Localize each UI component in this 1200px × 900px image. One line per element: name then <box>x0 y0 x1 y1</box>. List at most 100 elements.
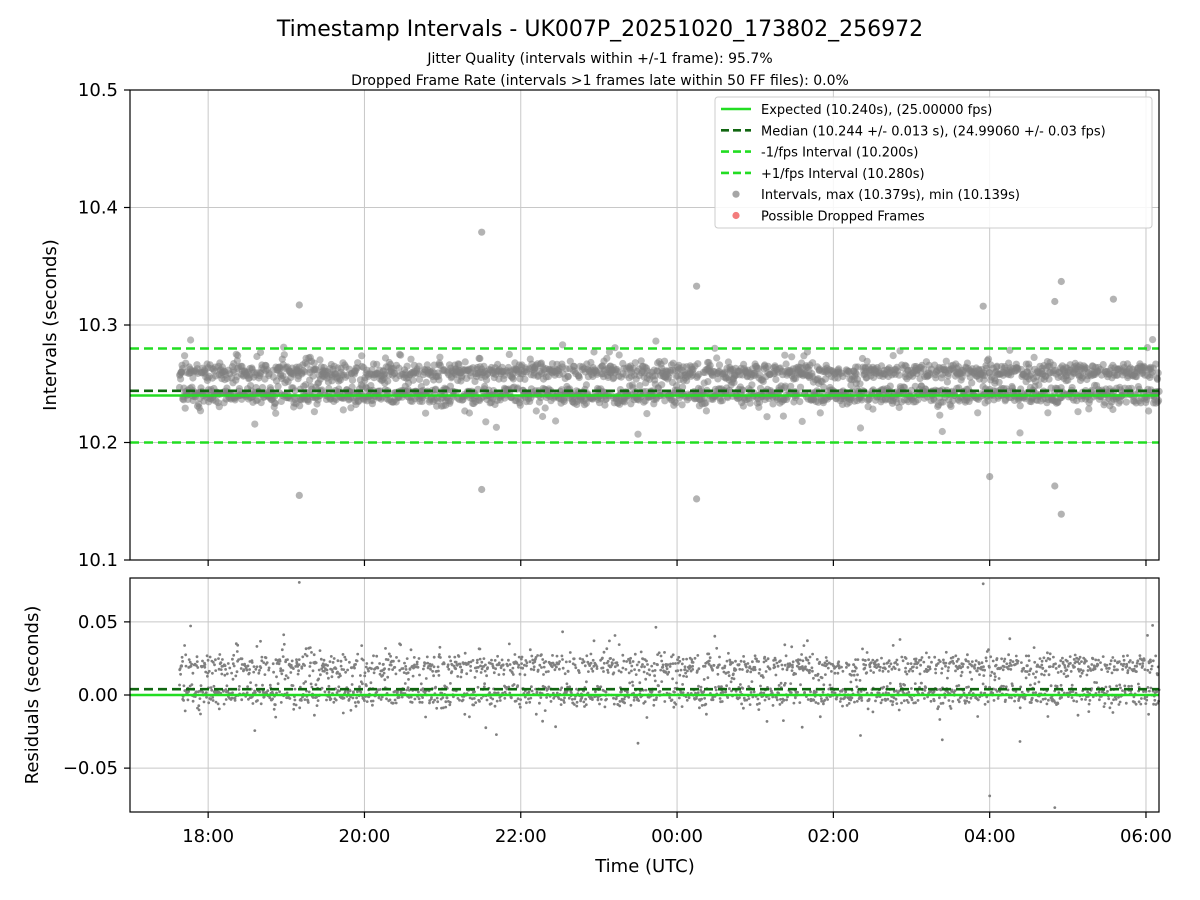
residual-point <box>415 660 419 664</box>
residual-point <box>826 698 829 701</box>
interval-point <box>715 361 724 369</box>
residual-point <box>521 666 525 670</box>
residual-point <box>934 667 937 671</box>
residual-point <box>727 674 731 678</box>
interval-point <box>678 401 686 409</box>
residual-point <box>218 653 222 656</box>
residual-point <box>983 702 987 706</box>
residual-point <box>1002 684 1005 688</box>
residual-point <box>790 645 794 649</box>
residual-point <box>765 720 769 723</box>
interval-point <box>938 427 946 436</box>
residual-point <box>993 672 996 676</box>
residual-point <box>791 665 794 669</box>
residual-point <box>845 704 849 707</box>
residual-point <box>212 684 216 688</box>
residual-point <box>484 726 488 730</box>
interval-point <box>516 401 524 409</box>
residual-point <box>980 665 983 669</box>
residual-point <box>563 696 566 700</box>
residual-point <box>696 691 700 695</box>
residual-point <box>191 671 195 675</box>
interval-point <box>274 382 282 390</box>
residual-point <box>584 697 587 701</box>
residual-point <box>933 655 937 659</box>
residual-point <box>478 647 482 651</box>
residual-point <box>677 696 681 700</box>
residual-point <box>468 715 471 719</box>
residual-point <box>956 667 960 671</box>
residual-point <box>989 674 992 677</box>
interval-point <box>706 362 714 370</box>
residual-point <box>207 701 211 705</box>
residual-point <box>1027 654 1031 658</box>
residual-point <box>363 674 367 678</box>
residual-point <box>1047 673 1051 677</box>
residual-point <box>966 666 970 669</box>
residual-point <box>547 670 550 673</box>
residual-point <box>208 655 212 659</box>
residual-point <box>413 663 416 667</box>
interval-point <box>796 398 804 406</box>
residual-point <box>1016 659 1020 663</box>
residual-point <box>518 702 521 706</box>
residual-point <box>431 669 434 673</box>
residual-point <box>660 659 664 663</box>
residual-point <box>507 658 510 662</box>
residual-point <box>690 658 694 662</box>
interval-point <box>532 407 540 415</box>
residual-point <box>818 715 822 719</box>
residual-point <box>315 695 318 699</box>
residual-point <box>232 653 236 657</box>
residual-point <box>300 665 304 669</box>
residual-point <box>332 700 336 704</box>
residual-point <box>967 685 970 689</box>
residual-point <box>318 649 322 652</box>
interval-point <box>702 399 710 407</box>
residual-point <box>320 686 324 690</box>
residual-point <box>493 704 497 708</box>
residual-point <box>432 674 435 678</box>
residual-point <box>250 661 254 664</box>
residual-point <box>957 684 961 687</box>
legend: Expected (10.240s), (25.00000 fps)Median… <box>714 96 1153 229</box>
residual-point <box>382 671 386 675</box>
residual-point <box>323 669 326 673</box>
residual-point <box>1002 665 1006 669</box>
residual-point <box>370 661 374 665</box>
residual-point <box>444 705 448 709</box>
residual-point <box>398 668 402 672</box>
residual-point <box>589 652 593 656</box>
residual-point <box>336 659 340 663</box>
residual-point <box>223 673 227 677</box>
residual-point <box>916 690 919 693</box>
residual-point <box>492 671 496 675</box>
residual-point <box>226 662 230 665</box>
residual-point <box>824 656 828 659</box>
residual-point <box>586 691 590 695</box>
residual-point <box>536 668 540 672</box>
residual-point <box>565 682 569 686</box>
residual-point <box>764 670 768 673</box>
residual-point <box>265 661 269 664</box>
residual-point <box>240 663 244 666</box>
residual-point <box>581 658 585 661</box>
residual-point <box>601 666 605 670</box>
residual-point <box>910 687 913 690</box>
residual-point <box>233 697 237 700</box>
residual-point <box>525 661 529 665</box>
residual-point <box>818 660 822 664</box>
residual-point <box>725 659 729 663</box>
residual-point <box>808 655 812 659</box>
residual-point <box>856 690 860 694</box>
residual-point <box>189 624 193 628</box>
residual-point <box>768 667 772 671</box>
residual-point <box>547 685 551 689</box>
interval-point <box>272 409 280 417</box>
residual-point <box>884 699 887 702</box>
residual-point <box>644 688 648 692</box>
residual-point <box>425 655 429 659</box>
residual-point <box>296 672 300 676</box>
residual-point <box>551 654 554 657</box>
residual-point <box>1048 652 1052 656</box>
